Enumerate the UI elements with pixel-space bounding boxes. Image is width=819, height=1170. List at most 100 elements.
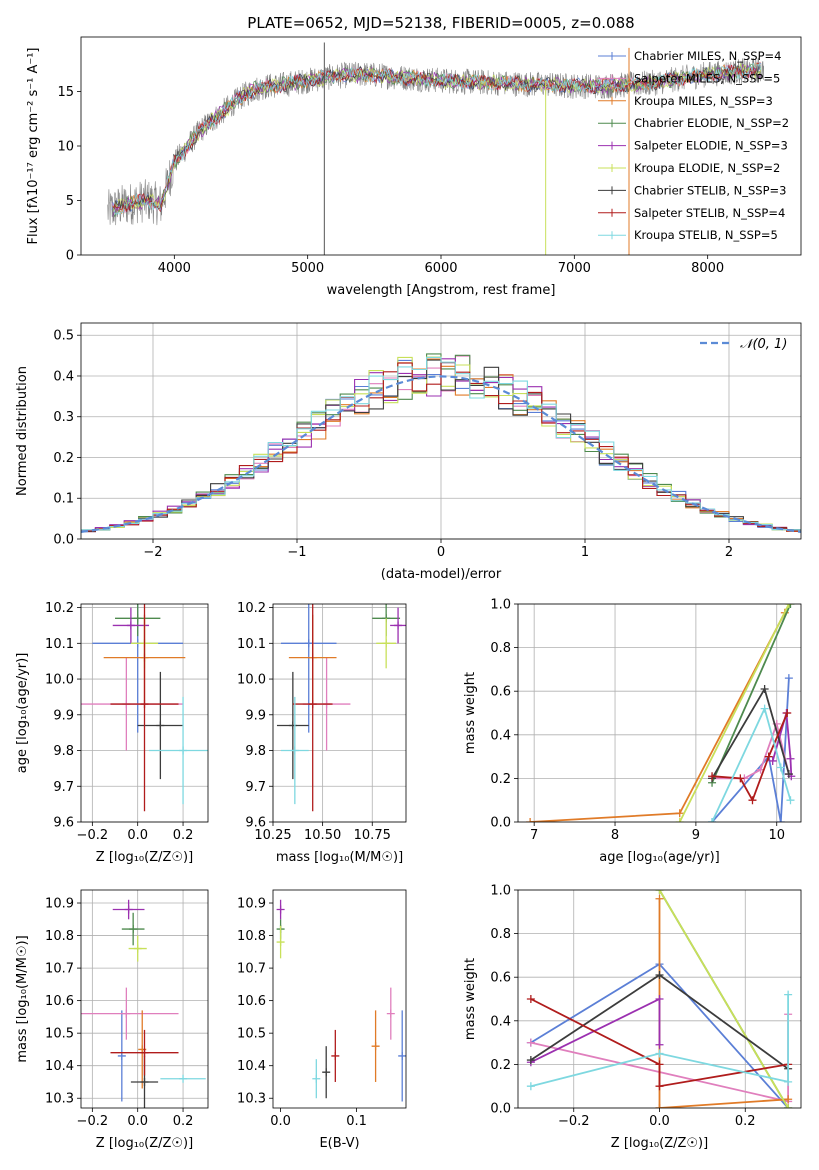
weight-marker xyxy=(784,674,793,683)
y-tick-label: 0.0 xyxy=(490,816,511,831)
normal-curve xyxy=(81,375,801,533)
data-point-7 xyxy=(308,700,317,709)
plot-area xyxy=(276,899,406,1102)
weight-marker xyxy=(784,770,793,779)
weight-marker xyxy=(655,1049,664,1058)
y-tick-label: 0.6 xyxy=(490,971,511,986)
weight-marker xyxy=(776,818,785,822)
data-point-5 xyxy=(276,938,285,947)
x-tick-label: 0.2 xyxy=(173,1114,194,1129)
legend-entry: Kroupa ELODIE, N_SSP=2 xyxy=(634,161,780,175)
y-tick-label: 0.6 xyxy=(490,685,511,700)
data-point-8 xyxy=(179,746,188,755)
weight-marker xyxy=(655,1060,664,1069)
y-axis-label: mass weight xyxy=(463,672,478,754)
y-tick-label: 10.4 xyxy=(237,1059,266,1074)
weight-marker xyxy=(655,971,664,980)
weight-marker xyxy=(776,763,785,772)
weight-marker xyxy=(655,894,664,903)
axes-frame xyxy=(517,603,802,823)
data-point-7 xyxy=(140,700,149,709)
data-point-6 xyxy=(322,1068,331,1077)
x-tick-label: 0.2 xyxy=(173,828,194,843)
data-point-4 xyxy=(276,905,285,914)
weight-marker xyxy=(655,1040,664,1049)
panel-mass-vs-z: −0.2 0.0 0.2 10.3 10.4 10.5 10.6 10.7 10.8 10.9 Z … xyxy=(15,889,209,1151)
y-tick-label: 10.5 xyxy=(45,1027,74,1042)
data-point-0 xyxy=(304,639,313,648)
y-tick-label: 10.2 xyxy=(45,601,74,616)
legend-entry: Salpeter MILES, N_SSP=5 xyxy=(634,71,780,85)
x-tick-label: 1 xyxy=(581,545,589,560)
weight-marker xyxy=(786,754,795,763)
weight-marker xyxy=(736,774,745,783)
axes-frame xyxy=(80,889,209,1109)
x-axis-label: mass [log₁₀(M/M☉)] xyxy=(276,850,403,865)
x-tick-label: 8 xyxy=(611,828,619,843)
y-tick-label: 10.9 xyxy=(237,897,266,912)
weight-marker xyxy=(708,772,717,781)
y-tick-label: 0.5 xyxy=(53,329,74,344)
legend-entry: Salpeter ELODIE, N_SSP=3 xyxy=(634,139,788,153)
weight-line-3 xyxy=(711,604,792,784)
y-tick-label: 10.4 xyxy=(45,1059,74,1074)
plot-area xyxy=(526,890,793,1108)
chart-title: PLATE=0652, MJD=52138, FIBERID=0005, z=0… xyxy=(247,14,634,32)
plot-area xyxy=(526,604,796,822)
data-point-5 xyxy=(382,639,391,648)
y-axis-label: Normed distribution xyxy=(15,366,30,496)
data-point-6 xyxy=(140,1077,149,1086)
x-axis-label: Z [log₁₀(Z/Z☉)] xyxy=(611,1136,708,1151)
plot-area xyxy=(81,604,208,812)
y-tick-label: 0.0 xyxy=(490,1102,511,1117)
x-tick-label: 2 xyxy=(725,545,733,560)
plot-area xyxy=(81,353,801,533)
grid-lines xyxy=(81,890,208,1108)
x-tick-label: 0.0 xyxy=(270,1114,291,1129)
plot-area xyxy=(276,604,406,812)
x-axis-label: (data-model)/error xyxy=(381,567,502,582)
y-tick-label: 10.5 xyxy=(237,1027,266,1042)
weight-marker xyxy=(760,704,769,713)
y-tick-label: 9.8 xyxy=(245,744,266,759)
weight-marker xyxy=(784,990,793,999)
x-axis-label: Z [log₁₀(Z/Z☉)] xyxy=(96,850,193,865)
x-tick-label: −0.2 xyxy=(558,1114,590,1129)
y-tick-label: 1.0 xyxy=(490,884,511,899)
data-point-8 xyxy=(179,1074,188,1083)
legend-entry: Salpeter STELIB, N_SSP=4 xyxy=(634,206,785,220)
y-tick-label: 0.3 xyxy=(53,410,74,425)
x-tick-label: 0.2 xyxy=(735,1114,756,1129)
data-point-6 xyxy=(288,721,297,730)
y-axis-label: age [log₁₀(age/yr)] xyxy=(15,653,30,774)
y-tick-label: 9.6 xyxy=(53,816,74,831)
data-point-2 xyxy=(371,1042,380,1051)
y-tick-label: 9.7 xyxy=(53,780,74,795)
weight-marker xyxy=(675,818,684,822)
y-tick-label: 9.8 xyxy=(53,744,74,759)
y-tick-label: 10.8 xyxy=(237,929,266,944)
y-tick-label: 5 xyxy=(66,194,74,209)
weight-marker xyxy=(708,818,717,822)
y-tick-label: 0.8 xyxy=(490,927,511,942)
x-tick-label: 0 xyxy=(437,545,445,560)
weight-line-5 xyxy=(678,604,790,822)
x-axis-label: age [log₁₀(age/yr)] xyxy=(599,850,720,865)
panel-weight-vs-z: −0.2 0.0 0.2 0.0 0.2 0.4 0.6 0.8 1.0 Z [log₁₀(Z/Z… xyxy=(463,884,802,1151)
data-point-4 xyxy=(394,621,403,630)
weight-line-7 xyxy=(530,998,789,1088)
y-tick-label: 0.2 xyxy=(490,772,511,787)
panel-residuals: −2 −1 0 1 2 0.0 0.1 0.2 0.3 0.4 0.5 (data-model)/er… xyxy=(15,322,802,582)
plot-area xyxy=(107,42,764,255)
y-axis-label: Flux [fλ10⁻¹⁷ erg cm⁻² s⁻¹ A⁻¹] xyxy=(26,48,41,245)
y-tick-label: 9.9 xyxy=(245,708,266,723)
y-tick-label: 10.1 xyxy=(237,637,266,652)
x-tick-label: −0.2 xyxy=(77,1114,109,1129)
x-tick-label: 6000 xyxy=(424,261,457,276)
y-tick-label: 0.4 xyxy=(53,369,74,384)
data-point-1 xyxy=(122,1009,131,1018)
weight-marker xyxy=(768,756,777,765)
model-line-8 xyxy=(113,61,761,216)
weight-marker xyxy=(784,1095,793,1104)
